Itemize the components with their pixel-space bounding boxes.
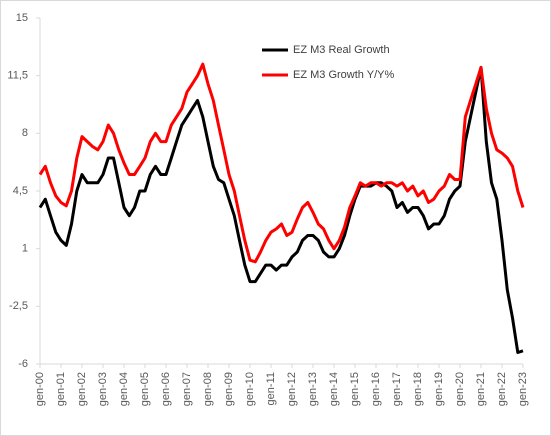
x-tick-label: gen-00: [34, 372, 46, 406]
y-tick-label: 15: [16, 12, 28, 24]
x-tick-label: gen-17: [391, 372, 403, 406]
x-tick-label: gen-18: [412, 372, 424, 406]
x-tick-label: gen-02: [76, 372, 88, 406]
x-tick-label: gen-15: [349, 372, 361, 406]
x-tick-label: gen-09: [223, 372, 235, 406]
x-tick-label: gen-01: [55, 372, 67, 406]
y-tick-label: -6: [18, 358, 28, 370]
x-tick-label: gen-14: [328, 372, 340, 406]
x-tick-label: gen-05: [139, 372, 151, 406]
x-tick-label: gen-20: [454, 372, 466, 406]
x-tick-label: gen-21: [475, 372, 487, 406]
x-tick-label: gen-19: [433, 372, 445, 406]
y-tick-label: 1: [22, 243, 28, 255]
x-tick-label: gen-06: [160, 372, 172, 406]
x-tick-label: gen-13: [307, 372, 319, 406]
x-tick-label: gen-03: [97, 372, 109, 406]
x-tick-label: gen-08: [202, 372, 214, 406]
x-tick-label: gen-10: [244, 372, 256, 406]
y-tick-label: 8: [22, 127, 28, 139]
x-tick-label: gen-04: [118, 372, 130, 406]
x-tick-label: gen-07: [181, 372, 193, 406]
x-tick-label: gen-23: [517, 372, 529, 406]
x-tick-label: gen-12: [286, 372, 298, 406]
series-line: [38, 65, 524, 354]
x-tick-label: gen-22: [496, 372, 508, 406]
y-tick-label: 4,5: [13, 185, 28, 197]
y-tick-label: -2,5: [9, 300, 28, 312]
legend-label: EZ M3 Growth Y/Y%: [293, 69, 394, 81]
x-tick-label: gen-16: [370, 372, 382, 406]
x-tick-label: gen-11: [265, 372, 277, 405]
y-tick-label: 11,5: [7, 70, 28, 82]
series-line: [38, 62, 525, 264]
legend-label: EZ M3 Real Growth: [293, 44, 390, 56]
